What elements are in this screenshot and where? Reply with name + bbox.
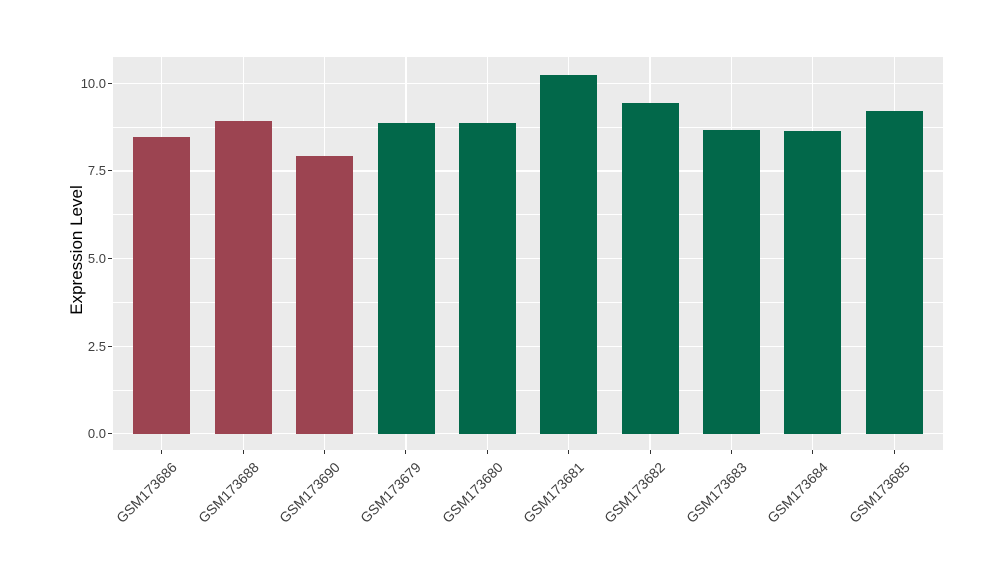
y-tick-mark	[108, 82, 112, 84]
bar	[458, 122, 516, 434]
y-gridline-minor	[113, 302, 943, 303]
x-tick-label-text: GSM173679	[357, 459, 425, 526]
y-axis-title: Expression Level	[67, 184, 86, 315]
y-gridline-major	[113, 82, 943, 84]
x-tick-mark	[893, 450, 895, 454]
y-gridline-major	[113, 257, 943, 260]
bar	[133, 136, 191, 434]
y-tick-mark	[108, 433, 112, 435]
y-tick-label: 7.5	[87, 163, 106, 179]
x-tick-mark	[649, 450, 651, 454]
y-gridline-minor	[113, 389, 943, 391]
x-tick-label-text: GSM173690	[276, 459, 343, 526]
y-gridline-major	[113, 170, 943, 172]
y-tick-label: 0.0	[87, 426, 106, 442]
bar	[865, 110, 923, 434]
bar	[540, 74, 598, 434]
x-tick-mark	[812, 450, 814, 454]
x-tick-label-text: GSM173684	[764, 459, 832, 526]
y-gridline-minor	[113, 214, 943, 216]
y-gridline-major	[113, 345, 943, 347]
y-tick-mark	[108, 345, 112, 347]
y-tick-label: 10.0	[80, 75, 106, 91]
x-tick-label-text: GSM173685	[845, 459, 913, 526]
x-tick-label-text: GSM173680	[438, 459, 506, 526]
plot-panel	[113, 57, 943, 450]
y-tick-label: 5.0	[87, 251, 106, 267]
x-tick-label-text: GSM173683	[682, 459, 750, 526]
x-tick-mark	[161, 450, 163, 454]
x-tick-label-text: GSM173682	[601, 459, 669, 526]
x-tick-mark	[568, 450, 570, 454]
x-tick-mark	[730, 450, 732, 454]
x-tick-label-text: GSM173686	[113, 459, 181, 526]
y-tick-mark	[108, 258, 112, 260]
bar	[703, 129, 760, 434]
x-tick-mark	[242, 450, 244, 454]
x-tick-label-text: GSM173681	[520, 459, 588, 526]
y-gridline-major	[113, 433, 943, 435]
bar	[621, 103, 679, 434]
bar	[377, 122, 435, 434]
x-tick-mark	[324, 450, 326, 454]
bar	[214, 120, 272, 434]
bar	[296, 155, 354, 434]
y-tick-label: 2.5	[87, 338, 106, 354]
x-tick-label-text: GSM173688	[194, 459, 262, 526]
x-tick-mark	[405, 450, 407, 454]
y-gridline-minor	[113, 126, 943, 128]
x-tick-mark	[486, 450, 488, 454]
y-tick-mark	[108, 170, 112, 172]
bar	[784, 130, 842, 434]
